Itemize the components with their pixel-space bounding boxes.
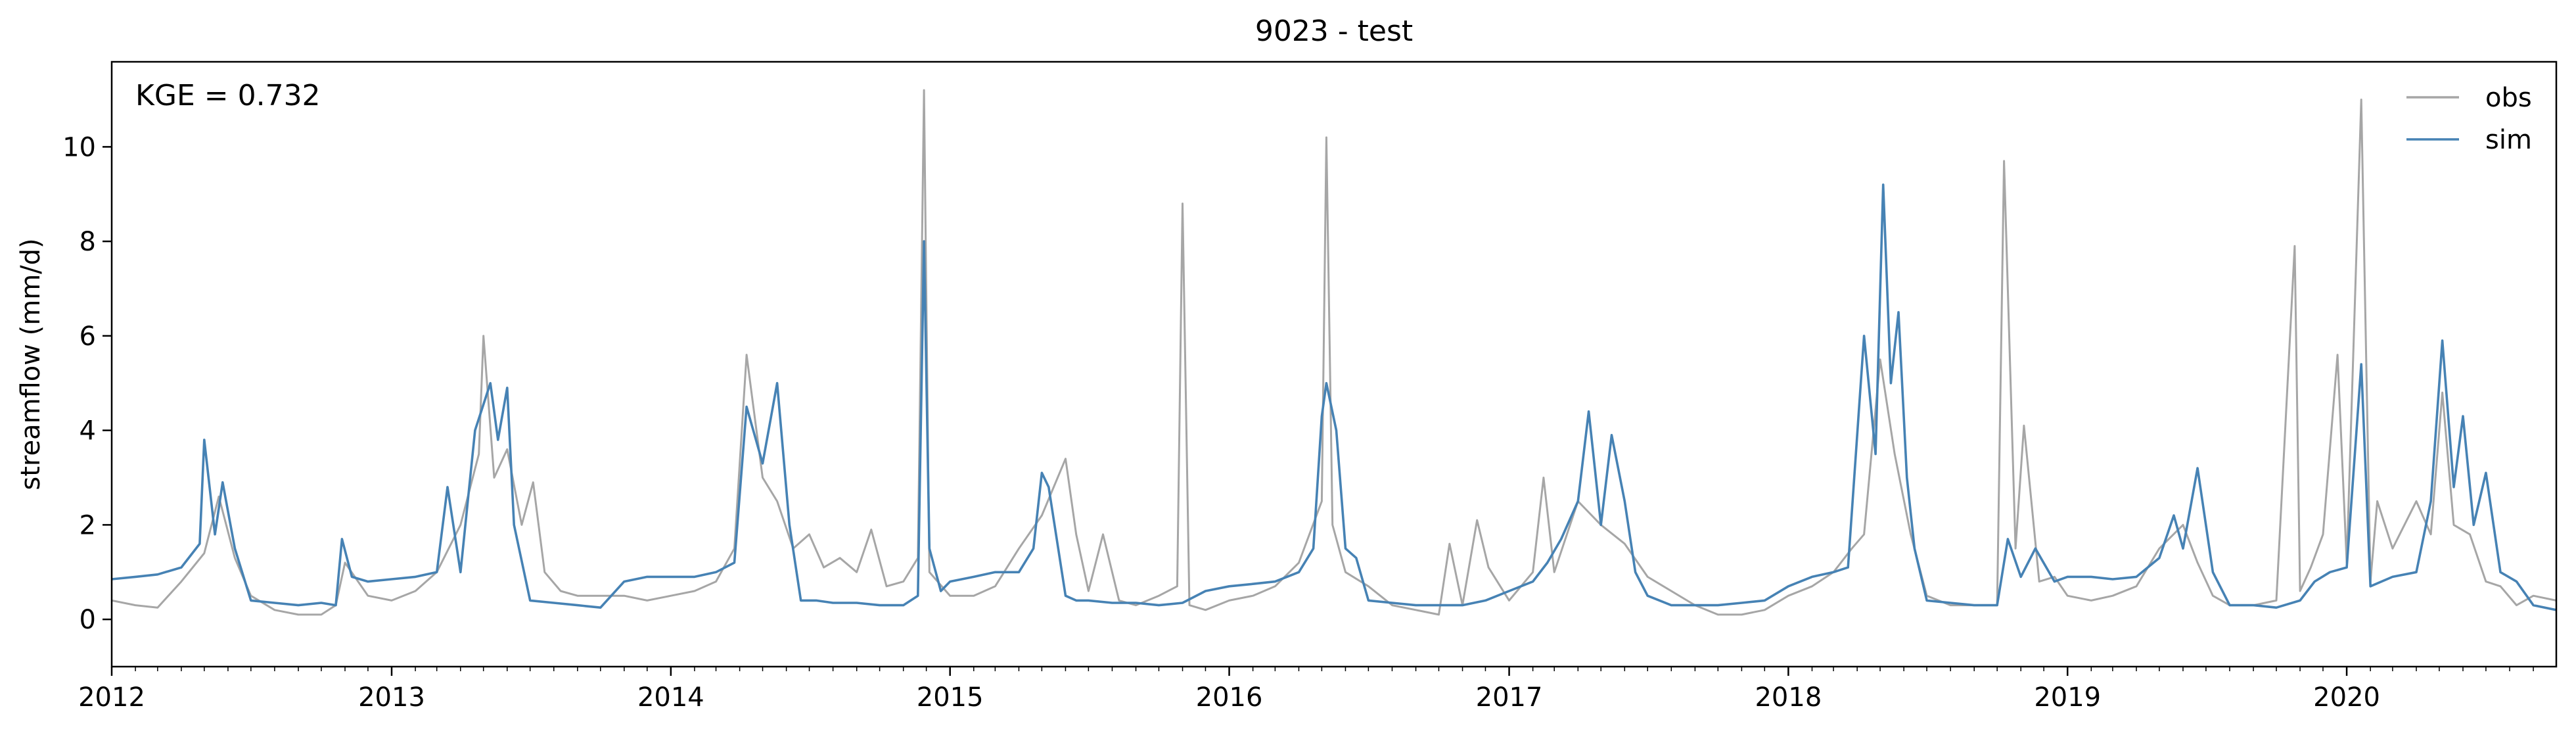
series-line-obs bbox=[112, 89, 2556, 616]
chart-title: 9023 - test bbox=[1255, 14, 1413, 48]
legend-label-obs: obs bbox=[2485, 83, 2532, 113]
series-line-sim bbox=[112, 183, 2556, 611]
x-axis: 2012 2013 2014 2015 2016 2017 2018 2019 2020 bbox=[78, 667, 2534, 713]
x-tick-label: 2012 bbox=[78, 682, 145, 713]
x-tick-label: 2020 bbox=[2313, 682, 2380, 713]
y-tick-label: 10 bbox=[62, 132, 96, 162]
plot-frame bbox=[110, 60, 2558, 668]
kge-annotation: KGE = 0.732 bbox=[135, 79, 321, 112]
x-tick-label: 2019 bbox=[2034, 682, 2101, 713]
x-tick-label: 2016 bbox=[1196, 682, 1263, 713]
y-tick-label: 8 bbox=[80, 227, 96, 257]
x-tick-label: 2017 bbox=[1476, 682, 1543, 713]
x-tick-label: 2013 bbox=[358, 682, 425, 713]
series-layer bbox=[112, 89, 2556, 616]
x-tick-label: 2018 bbox=[1755, 682, 1822, 713]
x-tick-label: 2014 bbox=[637, 682, 704, 713]
y-tick-label: 2 bbox=[80, 510, 96, 540]
y-tick-label: 4 bbox=[80, 416, 96, 446]
x-tick-label: 2015 bbox=[917, 682, 984, 713]
y-axis: 0 2 4 6 8 10 bbox=[62, 132, 112, 635]
y-tick-label: 6 bbox=[80, 321, 96, 352]
legend-label-sim: sim bbox=[2485, 125, 2532, 155]
plot-area bbox=[110, 60, 2558, 668]
y-axis-label: streamflow (mm/d) bbox=[16, 238, 46, 490]
y-tick-label: 0 bbox=[80, 605, 96, 635]
legend: obs sim bbox=[2406, 83, 2532, 155]
